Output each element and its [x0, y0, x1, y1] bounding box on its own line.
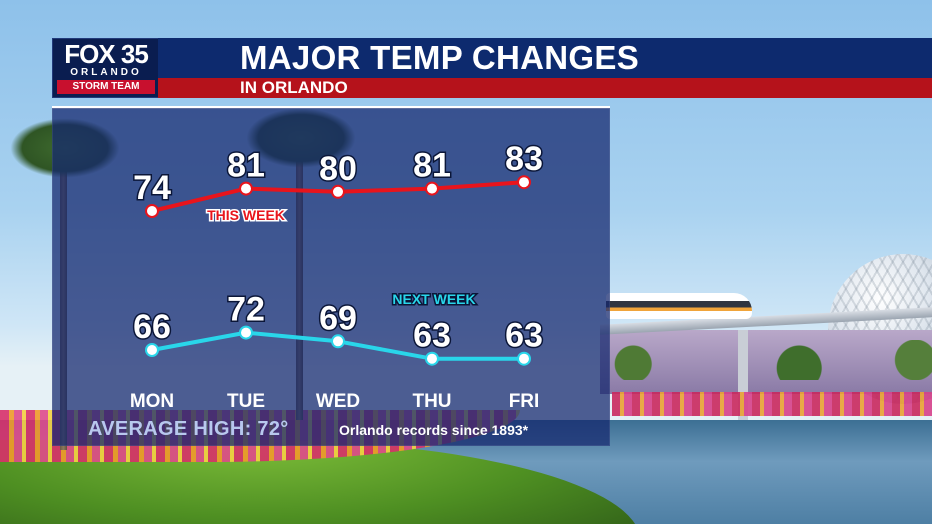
data-label: 63: [505, 317, 543, 355]
data-label: 72: [227, 291, 265, 329]
trees: [600, 340, 932, 380]
subtitle-bar: IN ORLANDO: [158, 78, 932, 98]
page-subtitle: IN ORLANDO: [240, 78, 348, 97]
x-tick-label: FRI: [509, 391, 540, 412]
data-point: [331, 334, 345, 349]
x-tick-label: WED: [316, 391, 360, 412]
page-title: MAJOR TEMP CHANGES: [240, 39, 639, 76]
data-label: 69: [319, 299, 357, 337]
logo-storm-team: STORM TEAM: [57, 80, 155, 94]
data-point: [331, 184, 345, 199]
data-label: 81: [413, 147, 451, 185]
logo-city: ORLANDO: [70, 67, 142, 78]
data-point: [145, 204, 159, 218]
data-label: 80: [319, 150, 357, 188]
data-label: 74: [133, 169, 171, 207]
data-point: [239, 181, 253, 196]
title-bar: MAJOR TEMP CHANGES: [158, 38, 932, 78]
monorail-pylon: [738, 330, 748, 430]
data-point: [425, 351, 439, 366]
panel-top-rule: [52, 106, 610, 109]
data-label: 83: [505, 140, 543, 178]
data-point: [517, 351, 531, 366]
data-point: [145, 343, 159, 357]
records-note: Orlando records since 1893*: [339, 422, 529, 438]
logo-station: FOX 35: [64, 39, 149, 69]
data-point: [517, 175, 531, 190]
monorail-train: [606, 293, 752, 319]
x-tick-label: MON: [130, 391, 174, 412]
average-high: AVERAGE HIGH: 72°: [88, 418, 289, 440]
x-tick-label: TUE: [227, 391, 265, 412]
chart-panel: [52, 108, 610, 446]
series-label-next-week: NEXT WEEK: [392, 291, 475, 307]
data-point: [239, 325, 253, 340]
series-label-this-week: THIS WEEK: [207, 207, 285, 223]
data-point: [425, 181, 439, 196]
flower-bed-right: [612, 392, 932, 416]
data-label: 81: [227, 147, 265, 185]
x-tick-label: THU: [412, 391, 451, 412]
station-logo: FOX 35 ORLANDO STORM TEAM: [52, 38, 160, 98]
data-label: 66: [133, 308, 171, 346]
data-label: 63: [413, 317, 451, 355]
